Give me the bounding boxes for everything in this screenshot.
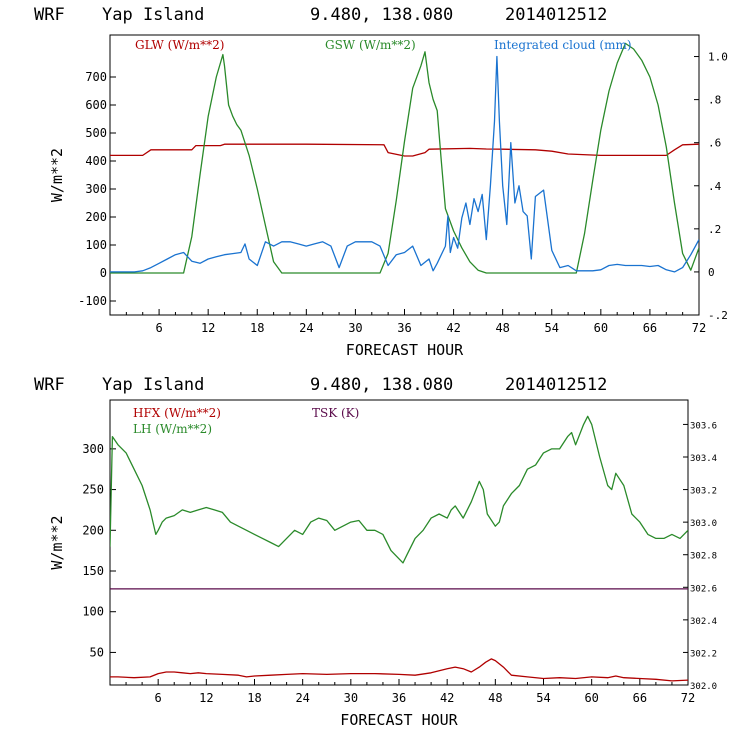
x-tick-label: 30 — [348, 321, 362, 335]
y-tick-label: 500 — [85, 126, 107, 140]
top-header-model: WRF — [34, 5, 65, 25]
y2-tick-label: 303.2 — [690, 487, 717, 497]
x-tick-label: 42 — [446, 321, 460, 335]
y2-tick-label: 302.4 — [690, 617, 717, 627]
bottom-header-date: 2014012512 — [505, 375, 607, 395]
x-tick-label: 48 — [495, 321, 509, 335]
y2-tick-label: 302.2 — [690, 649, 717, 659]
x-tick-label: 36 — [392, 691, 406, 705]
plot-frame — [109, 34, 700, 316]
x-tick-label: 30 — [344, 691, 358, 705]
y-tick-label: 150 — [82, 564, 104, 578]
x-tick-label: 24 — [295, 691, 309, 705]
y2-tick-label: 1.0 — [708, 51, 728, 64]
plot-frame — [109, 399, 689, 686]
x-tick-label: 6 — [155, 691, 162, 705]
x-tick-label: 54 — [536, 691, 550, 705]
y-tick-label: 400 — [85, 154, 107, 168]
series-line-gsw — [110, 42, 699, 274]
x-axis-label: FORECAST HOUR — [340, 711, 458, 729]
y2-tick-label: 303.4 — [690, 454, 717, 464]
x-tick-label: 66 — [633, 691, 647, 705]
legend-entry: GSW (W/m**2) — [325, 38, 416, 52]
x-axis-label: FORECAST HOUR — [346, 341, 464, 359]
top-header-coords: 9.480, 138.080 — [310, 5, 453, 25]
y2-tick-label: .8 — [708, 94, 721, 107]
y-tick-label: 300 — [85, 182, 107, 196]
y-tick-label: 700 — [85, 70, 107, 84]
top-header-date: 2014012512 — [505, 5, 607, 25]
legend-entry: TSK (K) — [312, 406, 359, 420]
x-tick-label: 18 — [250, 321, 264, 335]
y-axis-label: W/m**2 — [48, 515, 66, 569]
y-tick-label: 100 — [85, 238, 107, 252]
bottom-header-location: Yap Island — [102, 375, 204, 395]
legend-entry: GLW (W/m**2) — [135, 38, 224, 52]
x-tick-label: 6 — [155, 321, 162, 335]
y-tick-label: 100 — [82, 605, 104, 619]
legend-entry: LH (W/m**2) — [133, 422, 212, 436]
y2-tick-label: 303.0 — [690, 519, 717, 529]
y-tick-label: -100 — [78, 294, 107, 308]
series-line-lh — [110, 415, 688, 564]
y2-tick-label: .2 — [708, 223, 721, 236]
x-tick-label: 66 — [643, 321, 657, 335]
bottom-header-coords: 9.480, 138.080 — [310, 375, 453, 395]
y-axis-label: W/m**2 — [48, 148, 66, 202]
x-tick-label: 18 — [247, 691, 261, 705]
y-tick-label: 50 — [90, 645, 104, 659]
y-tick-label: 250 — [82, 483, 104, 497]
x-tick-label: 72 — [681, 691, 695, 705]
top-header: WRF Yap Island 9.480, 138.080 2014012512 — [34, 5, 607, 25]
series-line-integrated — [110, 55, 699, 273]
x-tick-label: 60 — [594, 321, 608, 335]
x-tick-label: 60 — [584, 691, 598, 705]
top-chart: 6 12 18 24 30 36 42 48 54 60 66 72 -100 0 100 200 300 400… — [48, 34, 728, 359]
x-tick-label: 12 — [199, 691, 213, 705]
y-tick-label: 200 — [82, 523, 104, 537]
y2-tick-label: 302.8 — [690, 552, 717, 562]
y-tick-label: 200 — [85, 210, 107, 224]
x-tick-label: 48 — [488, 691, 502, 705]
y2-tick-label: -.2 — [708, 309, 728, 322]
y-tick-label: 600 — [85, 98, 107, 112]
x-tick-label: 72 — [692, 321, 706, 335]
legend-entry: Integrated cloud (mm) — [494, 38, 632, 52]
top-header-location: Yap Island — [102, 5, 204, 25]
y-tick-label: 0 — [100, 266, 107, 280]
x-tick-label: 24 — [299, 321, 313, 335]
legend-entry: HFX (W/m**2) — [133, 406, 221, 420]
x-tick-label: 42 — [440, 691, 454, 705]
bottom-chart: 6 12 18 24 30 36 42 48 54 60 66 72 50 100 150 200 250 300… — [48, 399, 717, 729]
bottom-header: WRF Yap Island 9.480, 138.080 2014012512 — [34, 375, 607, 395]
x-tick-label: 54 — [545, 321, 559, 335]
y2-tick-label: 0 — [708, 266, 715, 279]
x-tick-label: 12 — [201, 321, 215, 335]
y2-tick-label: .6 — [708, 137, 721, 150]
y-tick-label: 300 — [82, 442, 104, 456]
y2-tick-label: 302.0 — [690, 682, 717, 692]
y2-tick-label: 302.6 — [690, 584, 717, 594]
y2-tick-label: .4 — [708, 180, 722, 193]
y2-tick-label: 303.6 — [690, 421, 717, 431]
series-line-hfx — [110, 658, 688, 682]
bottom-header-model: WRF — [34, 375, 65, 395]
x-tick-label: 36 — [397, 321, 411, 335]
